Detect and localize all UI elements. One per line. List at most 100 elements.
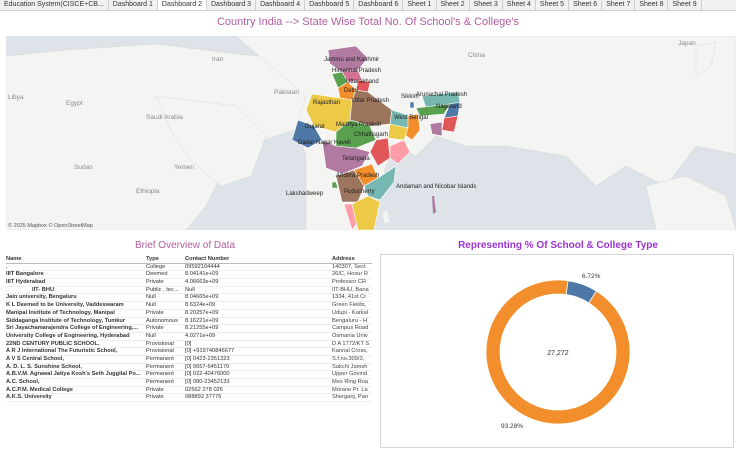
cell-type: Null [146, 294, 156, 301]
state-label-andhra: Andhra Pradesh [336, 173, 380, 179]
cell-type: Private [146, 279, 164, 286]
state-odisha [389, 139, 411, 165]
india-state-map[interactable]: Japan China Iran Pakistan Libya Egypt Sa… [6, 36, 736, 230]
donut-chart[interactable] [381, 255, 735, 449]
cell-address: Bengaluru - H [332, 317, 368, 324]
country-label-libya: Libya [8, 94, 24, 101]
cell-type: Deemed [146, 271, 168, 278]
cell-type: Null [146, 302, 156, 309]
donut-slice-school[interactable] [485, 279, 631, 425]
table-row[interactable]: A R J International The Futuristic Schoo… [6, 348, 372, 356]
cell-name: IIT- BHU [32, 286, 55, 293]
table-row[interactable]: IIIT Bangalore Deemed 8.04141e+09 26/C, Hos… [6, 271, 372, 280]
cell-contact: 4.06663e+09 [185, 279, 219, 286]
country-label-yemen: Yemen [174, 164, 194, 171]
state-chhattisgarh [369, 137, 391, 167]
donut-chart-panel[interactable]: 6.72% 93.28% 27,272 [380, 254, 734, 448]
cell-contact: 088892 37776 [185, 394, 222, 401]
sheet-tab[interactable]: Sheet 8 [635, 0, 669, 10]
cell-address: Professor CR [332, 279, 367, 286]
table-row[interactable]: A.B.V.M. Agrawal Jatiya Kosh's Seth Jugg… [6, 371, 372, 379]
cell-contact: 8.04665e+09 [185, 294, 219, 301]
sheet-tab[interactable]: Sheet 3 [470, 0, 503, 10]
state-maharashtra [321, 139, 371, 175]
sheet-tab[interactable]: Sheet 4 [503, 0, 536, 10]
cell-name: 22ND CENTURY PUBLIC SCHOOL, [6, 340, 100, 347]
col-header-address[interactable]: Address [332, 256, 355, 262]
cell-address: Green Fields, [332, 302, 367, 309]
cell-type: Provisional [146, 348, 174, 355]
state-label-telangana: Telangana [342, 156, 370, 162]
cell-name: University College of Engineering, Hyder… [6, 332, 130, 339]
table-row[interactable]: Manipal Institute of Technology, Manipal… [6, 310, 372, 318]
table-row[interactable]: Siddaganga Institute of Technology, Tumk… [6, 318, 372, 326]
sheet-tab[interactable]: Dashboard 4 [256, 0, 306, 10]
sheet-tab[interactable]: Dashboard 6 [354, 0, 404, 10]
sheet-tab[interactable]: Sheet 1 [403, 0, 437, 10]
cell-name: IIIT Bangalore [6, 271, 44, 278]
sheet-tab[interactable]: Dashboard 3 [207, 0, 257, 10]
table-row[interactable]: University College of Engineering, Hyder… [6, 333, 372, 341]
table-row[interactable]: IIT- BHU Public , tec... Null IIT-BHU, Bana [6, 287, 372, 295]
state-assam [415, 103, 451, 117]
state-sikkim [409, 101, 415, 109]
map-credit[interactable]: © 2025 Mapbox © OpenStreetMap [8, 223, 93, 229]
sheet-tab[interactable]: Sheet 2 [437, 0, 470, 10]
sheet-tab[interactable]: Sheet 5 [536, 0, 570, 10]
cell-name: A. D. L. S. Sunshine School, [6, 363, 82, 370]
col-header-contact[interactable]: Contact Number [185, 256, 230, 262]
table-row[interactable]: A V S Central School, Permanent [0] 0423-2… [6, 356, 372, 364]
state-manipur [441, 115, 459, 133]
cell-contact: 02562 278 026 [185, 386, 223, 393]
cell-type: College [146, 263, 166, 270]
table-row[interactable]: A.C.P.M. Medical College Private 02562 278… [6, 387, 372, 395]
state-label-arunachal: Arunachal Pradesh [416, 92, 468, 98]
slice-label-college: 6.72% [582, 273, 601, 280]
cell-address: Upper Govind [332, 371, 368, 378]
table-row[interactable]: K L Deemed to be University, Vaddeswaram… [6, 302, 372, 310]
state-goa [331, 181, 339, 189]
overview-table[interactable]: Name Type Contact Number Address . Colleg… [6, 256, 372, 446]
slice-label-school: 93.28% [501, 423, 524, 430]
cell-name: A V S Central School, [6, 355, 64, 362]
table-row[interactable]: Sri Jayachamarajendra College of Enginee… [6, 325, 372, 333]
cell-address: Osmania Univ [332, 332, 368, 339]
col-header-type[interactable]: Type [146, 256, 159, 262]
table-row[interactable]: A.C. School, Permanent [0] 080-23452133 Mes… [6, 379, 372, 387]
table-row[interactable]: A.K.S. University Private 088892 37776 Sher… [6, 394, 372, 403]
cell-address: Campus Road [332, 325, 369, 332]
cell-address: D A 1772/KT S [332, 340, 370, 347]
state-label-himachal: Himachal Pradesh [332, 68, 382, 74]
cell-contact: [0] 080-23452133 [185, 379, 230, 385]
cell-type: Private [146, 386, 164, 393]
cell-address: Sakchi Jamsh [332, 363, 368, 370]
table-row[interactable]: . College 09592104444 140307, Sect [6, 264, 372, 272]
cell-type: Permanent [146, 363, 174, 370]
sheet-tab[interactable]: Dashboard 5 [305, 0, 355, 10]
table-row[interactable]: IIIT Hyderabad Private 4.06663e+09 Professo… [6, 279, 372, 287]
col-header-name[interactable]: Name [6, 256, 22, 262]
cell-name: Jain university, Bengaluru [6, 294, 77, 301]
cell-address: Udupi - Karkal [332, 309, 369, 316]
table-row[interactable]: Jain university, Bengaluru Null 8.04665e+0… [6, 294, 372, 303]
cell-name: A.C.P.M. Medical College [6, 386, 73, 393]
table-row[interactable]: A. D. L. S. Sunshine School, Permanent [0]… [6, 364, 372, 372]
cell-name: Manipal Institute of Technology, Manipal [6, 309, 115, 316]
cell-contact: [0] [185, 340, 192, 347]
state-label-delhi: Delhi [344, 88, 358, 94]
sheet-tab[interactable]: Dashboard 2 [157, 0, 207, 10]
table-row[interactable]: 22ND CENTURY PUBLIC SCHOOL, Provisional [0… [6, 341, 372, 349]
sheet-tab[interactable]: Sheet 9 [668, 0, 702, 10]
cell-contact: 4.0271e+09 [185, 332, 216, 339]
cell-name: Sri Jayachamarajendra College of Enginee… [6, 325, 139, 332]
sheet-tab[interactable]: Education System(CISCE+CB... [0, 0, 109, 10]
sheet-tab[interactable]: Sheet 6 [569, 0, 603, 10]
cell-address: IIT-BHU, Bana [332, 286, 369, 293]
state-label-andaman: Andaman and Nicobar Islands [396, 184, 477, 190]
cell-address: 140307, Sect [332, 263, 366, 270]
cell-name: A R J International The Futuristic Schoo… [6, 348, 118, 355]
cell-type: Provisional [146, 340, 174, 347]
sheet-tab[interactable]: Dashboard 1 [109, 0, 158, 10]
sheet-tab[interactable]: Sheet 7 [602, 0, 636, 10]
